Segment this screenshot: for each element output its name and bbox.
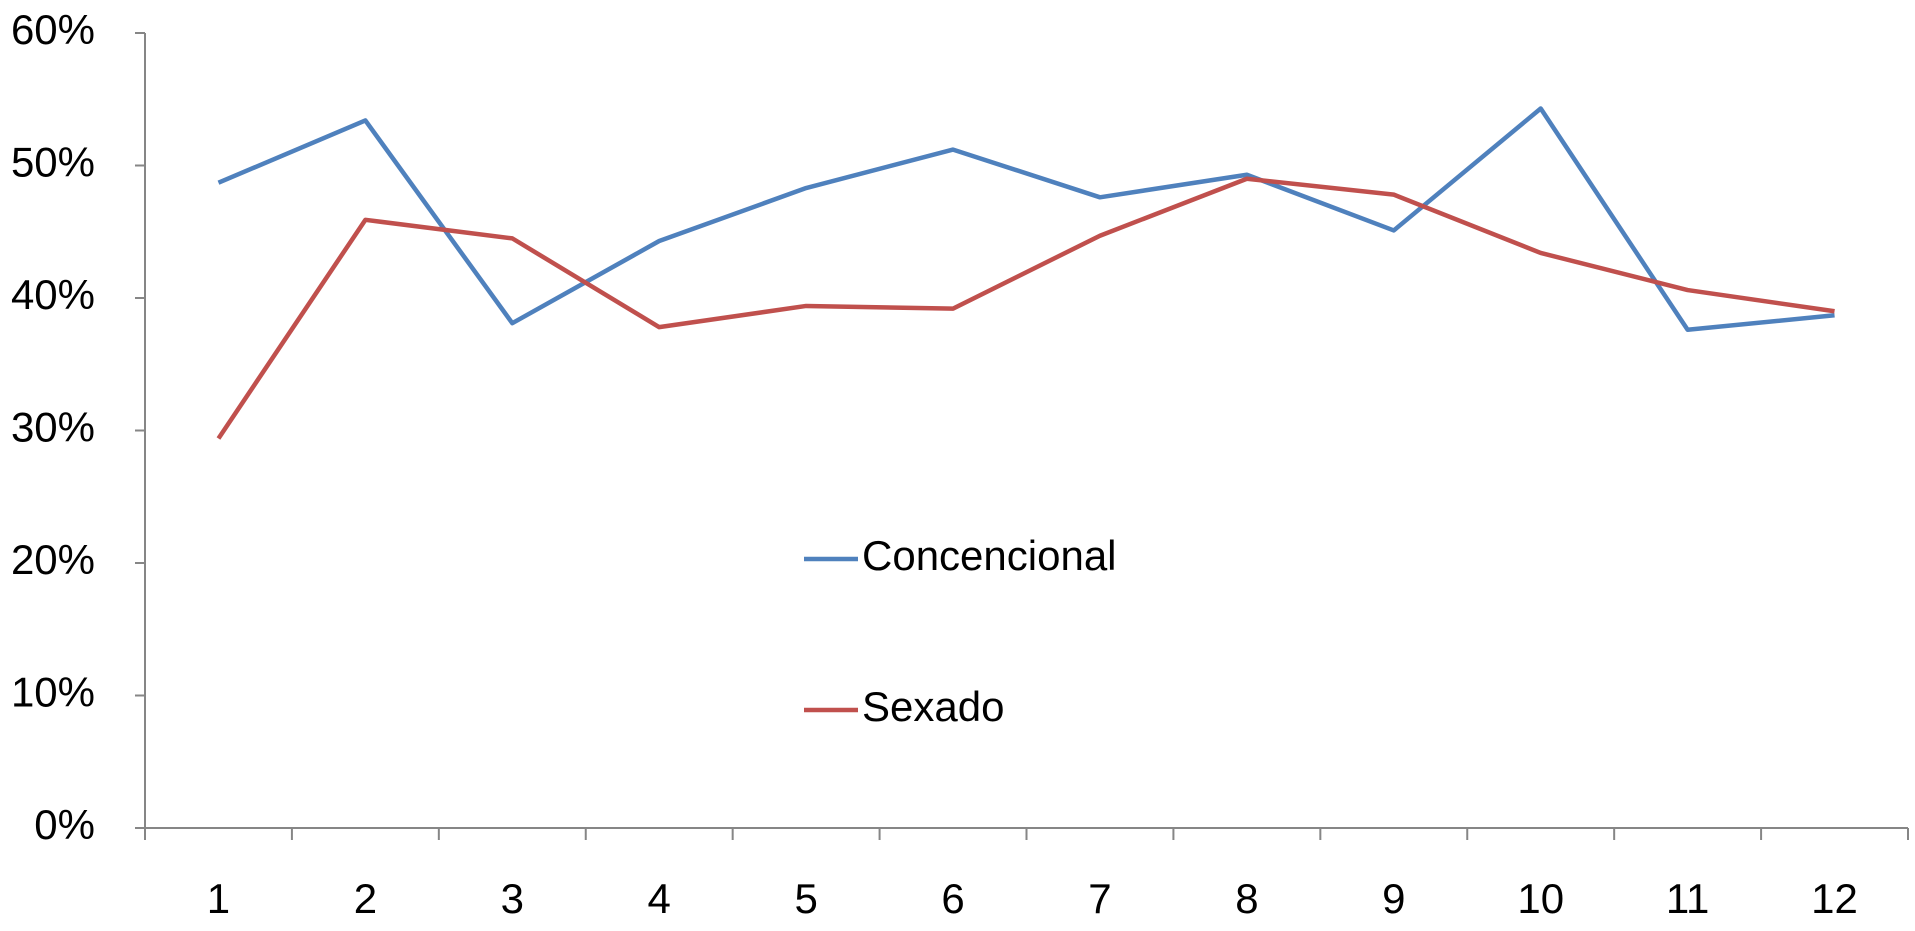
legend-label: Concencional xyxy=(862,532,1117,579)
series-line xyxy=(217,106,1835,333)
x-tick-label: 11 xyxy=(1666,875,1710,922)
y-tick-label: 40% xyxy=(11,271,95,318)
x-tick-label: 10 xyxy=(1517,875,1564,922)
y-tick-label: 10% xyxy=(11,669,95,716)
x-tick-label: 12 xyxy=(1811,875,1858,922)
x-tick-label: 2 xyxy=(354,875,377,922)
x-tick-label: 8 xyxy=(1235,875,1258,922)
x-tick-label: 7 xyxy=(1088,875,1111,922)
x-tick-label: 4 xyxy=(648,875,671,922)
x-tick-label: 3 xyxy=(501,875,524,922)
x-tick-label: 5 xyxy=(794,875,817,922)
y-tick-label: 0% xyxy=(34,801,95,848)
y-tick-label: 50% xyxy=(11,139,95,186)
series-line xyxy=(216,176,1835,440)
x-tick-label: 9 xyxy=(1382,875,1405,922)
legend-label: Sexado xyxy=(862,683,1004,730)
y-tick-label: 60% xyxy=(11,6,95,53)
x-tick-label: 1 xyxy=(207,875,230,922)
y-tick-label: 30% xyxy=(11,404,95,451)
x-tick-label: 6 xyxy=(941,875,964,922)
y-tick-label: 20% xyxy=(11,536,95,583)
